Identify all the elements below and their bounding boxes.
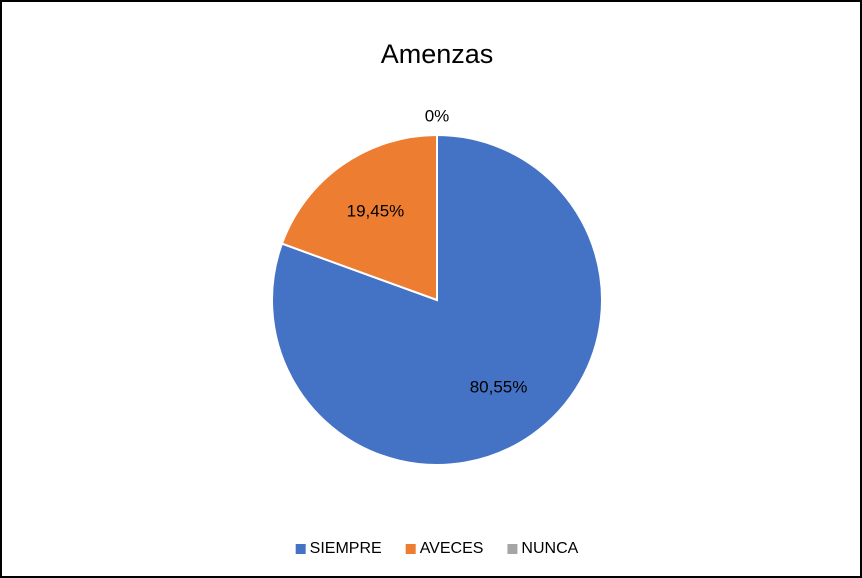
legend-swatch bbox=[295, 544, 306, 554]
legend-label: AVECES bbox=[420, 540, 484, 557]
data-label: 19,45% bbox=[347, 202, 405, 221]
legend-swatch bbox=[405, 544, 416, 554]
pie-slice bbox=[280, 133, 438, 302]
legend-swatch bbox=[507, 544, 518, 554]
chart-title: Amenzas bbox=[381, 39, 494, 69]
legend-label: NUNCA bbox=[521, 540, 578, 557]
legend-label: SIEMPRE bbox=[310, 540, 382, 557]
data-label: 80,55% bbox=[470, 377, 528, 396]
data-label: 0% bbox=[425, 106, 450, 125]
